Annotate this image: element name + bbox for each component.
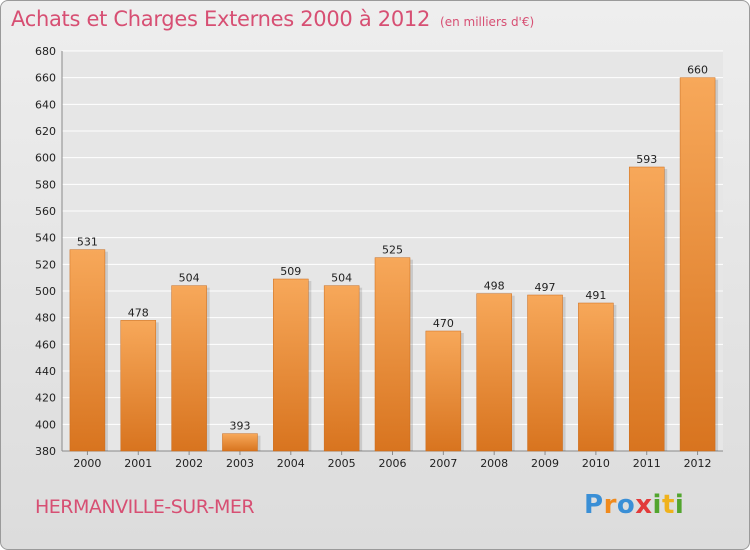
logo-letter: i — [674, 490, 685, 520]
bar-value-label: 470 — [433, 317, 454, 330]
y-tick-label: 480 — [35, 312, 56, 325]
y-tick-label: 440 — [35, 365, 56, 378]
y-tick-label: 400 — [35, 418, 56, 431]
bar-value-label: 393 — [229, 420, 250, 433]
labels: 380 400 420 440 460 480 500 520 540 560 580 600 620 6… — [35, 45, 712, 470]
bars — [69, 77, 719, 452]
logo-letter: i — [652, 490, 662, 520]
x-tick-label: 2005 — [328, 457, 356, 470]
bar — [628, 166, 665, 452]
proxiti-logo: Proxiti — [584, 490, 684, 520]
bar — [323, 285, 360, 452]
y-tick-label: 520 — [35, 258, 56, 271]
bar-value-label: 531 — [77, 236, 98, 249]
y-tick-label: 680 — [35, 45, 56, 58]
y-tick-label: 580 — [35, 178, 56, 191]
bar — [425, 330, 462, 452]
y-tick-label: 460 — [35, 338, 56, 351]
x-tick-label: 2010 — [582, 457, 610, 470]
bar-value-label: 498 — [484, 280, 505, 293]
bar — [476, 293, 512, 452]
x-tick-label: 2002 — [175, 457, 203, 470]
x-tick-label: 2008 — [480, 457, 508, 470]
bar-value-label: 497 — [535, 281, 556, 294]
y-tick-label: 380 — [35, 445, 56, 458]
bar — [171, 285, 207, 452]
commune-name: HERMANVILLE-SUR-MER — [35, 496, 255, 518]
y-tick-label: 500 — [35, 285, 56, 298]
x-tick-label: 2007 — [429, 457, 457, 470]
x-tick-label: 2009 — [531, 457, 559, 470]
x-tick-label: 2001 — [124, 457, 152, 470]
x-tick-label: 2003 — [226, 457, 254, 470]
chart-title: Achats et Charges Externes 2000 à 2012 (e… — [11, 7, 534, 31]
bar-value-label: 593 — [636, 153, 657, 166]
bar — [374, 257, 411, 452]
x-tick-label: 2012 — [684, 457, 712, 470]
y-tick-label: 640 — [35, 98, 56, 111]
y-tick-label: 660 — [35, 72, 56, 85]
y-tick-label: 420 — [35, 392, 56, 405]
logo-letter: r — [603, 490, 617, 520]
bar-value-label: 478 — [128, 306, 149, 319]
y-tick-label: 620 — [35, 125, 56, 138]
bar-value-label: 504 — [331, 272, 352, 285]
bar — [120, 320, 157, 452]
logo-letter: t — [661, 490, 675, 520]
chart-unit: (en milliers d'€) — [440, 15, 535, 29]
y-tick-label: 540 — [35, 232, 56, 245]
y-tick-label: 600 — [35, 152, 56, 165]
y-tick-label: 560 — [35, 205, 56, 218]
x-tick-label: 2006 — [379, 457, 407, 470]
logo-letter: P — [584, 490, 604, 520]
chart-title-text: Achats et Charges Externes 2000 à 2012 — [11, 7, 431, 31]
logo-letter: o — [616, 490, 636, 520]
logo-letter: x — [635, 490, 653, 520]
x-tick-label: 2011 — [633, 457, 661, 470]
bar — [222, 433, 258, 452]
bar — [273, 278, 309, 452]
bar-value-label: 491 — [585, 289, 606, 302]
bar — [578, 302, 614, 452]
bar-value-label: 504 — [179, 272, 200, 285]
bar-value-label: 525 — [382, 244, 403, 257]
bar — [69, 249, 106, 452]
bar — [679, 77, 716, 452]
bar — [527, 294, 563, 452]
x-tick-label: 2000 — [73, 457, 101, 470]
x-tick-label: 2004 — [277, 457, 305, 470]
bar-value-label: 509 — [280, 265, 301, 278]
bar-value-label: 660 — [687, 64, 708, 77]
